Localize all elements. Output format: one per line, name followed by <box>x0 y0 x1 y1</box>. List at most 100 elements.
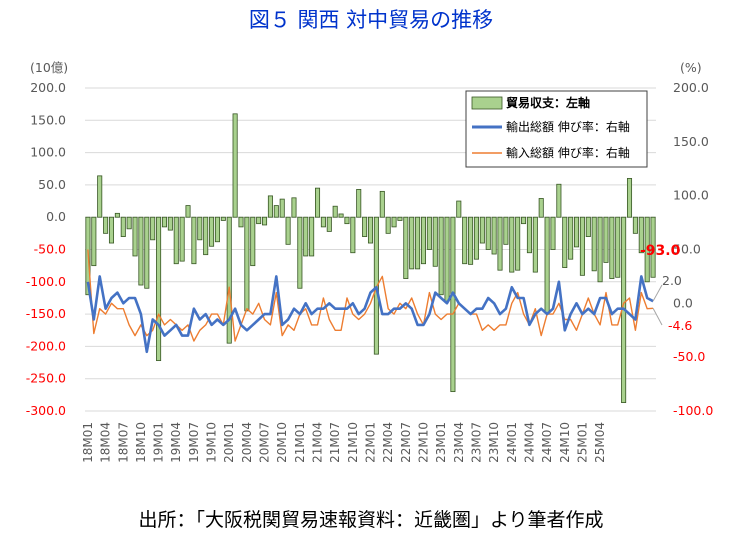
legend-swatch-bar <box>471 96 503 110</box>
trade-balance-bar <box>438 216 444 296</box>
x-tick-label: 18M10 <box>134 422 148 463</box>
right-tick-label: 200.0 <box>673 80 709 95</box>
trade-balance-bar <box>609 216 615 279</box>
trade-balance-bar <box>426 216 432 250</box>
trade-balance-bar <box>126 216 132 230</box>
x-tick-label: 22M01 <box>364 422 378 463</box>
trade-balance-bar <box>338 213 344 218</box>
trade-balance-bar <box>285 216 291 245</box>
x-tick-label: 21M10 <box>346 422 360 463</box>
x-tick-label: 21M01 <box>293 422 307 463</box>
trade-balance-bar <box>379 190 385 218</box>
trade-balance-bar <box>632 216 638 234</box>
trade-balance-bar <box>638 216 644 254</box>
trade-balance-bar <box>309 216 315 257</box>
trade-balance-bar <box>385 216 391 234</box>
trade-balance-bar <box>409 216 415 270</box>
source-note: 出所：「大阪税関貿易速報資料：近畿圏」より筆者作成 <box>138 509 604 531</box>
trade-balance-bar <box>267 195 273 218</box>
left-tick-label: -250.0 <box>26 371 66 386</box>
left-tick-label: -200.0 <box>26 338 66 353</box>
annotation-import-growth: -4.6 <box>668 318 692 333</box>
trade-balance-bar <box>226 216 232 344</box>
trade-balance-bar <box>532 216 538 273</box>
trade-balance-bar <box>650 216 656 278</box>
trade-balance-bar <box>220 216 226 221</box>
trade-balance-bar <box>114 212 120 218</box>
trade-balance-bar <box>615 216 621 278</box>
trade-balance-bar <box>150 216 156 241</box>
trade-balance-bar <box>344 216 350 225</box>
x-tick-label: 19M10 <box>205 422 219 463</box>
trade-balance-bar <box>144 216 150 289</box>
trade-balance-bar <box>185 205 191 218</box>
trade-balance-bar <box>350 216 356 254</box>
x-tick-label: 20M01 <box>222 422 236 463</box>
trade-balance-bar <box>250 216 256 267</box>
legend-label: 輸出総額 伸び率：右軸 <box>506 119 630 134</box>
annotation-trade-balance: -93.0 <box>640 243 681 259</box>
trade-balance-bar <box>191 216 197 265</box>
trade-balance-bar <box>108 216 115 244</box>
trade-balance-bar <box>515 216 521 271</box>
trade-balance-bar <box>473 216 479 260</box>
right-axis-unit: (%) <box>680 60 702 75</box>
x-tick-label: 18M01 <box>81 422 95 463</box>
trade-balance-bar <box>521 216 527 225</box>
trade-balance-bar <box>420 216 426 265</box>
trade-balance-bar <box>591 216 597 272</box>
trade-balance-bar <box>479 216 485 244</box>
trade-balance-bar <box>320 216 326 228</box>
x-tick-label: 20M04 <box>240 422 254 463</box>
left-tick-label: 150.0 <box>30 112 66 127</box>
trade-balance-bar <box>491 216 497 255</box>
left-tick-label: -150.0 <box>26 306 66 321</box>
trade-balance-bar <box>432 216 438 267</box>
trade-balance-bar <box>579 216 585 276</box>
trade-balance-bar <box>544 216 550 314</box>
chart-title: 図５ 関西 対中貿易の推移 <box>248 8 494 32</box>
trade-balance-bar <box>585 216 591 237</box>
annotation-export-growth: 2.0 <box>662 273 682 288</box>
trade-balance-bar <box>256 216 262 225</box>
left-tick-label: -300.0 <box>26 403 66 418</box>
left-axis-unit: (10億) <box>30 60 68 75</box>
right-tick-label: 150.0 <box>673 134 709 149</box>
legend-label: 貿易収支：左軸 <box>506 95 590 110</box>
trade-balance-bar <box>356 189 362 218</box>
chart: 200.0 150.0 100.0 50.0 0.0 -50.0 -100.0 -150.0 -… <box>26 60 714 463</box>
x-tick-label: 21M07 <box>328 422 342 463</box>
x-tick-label: 23M07 <box>469 422 483 463</box>
right-tick-label: 50.0 <box>673 242 701 257</box>
left-tick-label: -100.0 <box>26 274 66 289</box>
trade-balance-bar <box>97 175 103 218</box>
trade-balance-bar <box>367 216 374 244</box>
export-growth-line <box>86 275 654 354</box>
trade-balance-bar <box>450 216 456 393</box>
trade-balance-bar <box>574 216 580 248</box>
x-tick-label: 20M07 <box>258 422 272 463</box>
x-tick-label: 23M01 <box>434 422 448 463</box>
trade-balance-bar <box>209 216 215 247</box>
x-tick-label: 24M07 <box>540 422 554 463</box>
trade-balance-bar <box>138 216 144 286</box>
trade-balance-bar <box>603 216 609 263</box>
leader-line <box>652 284 663 302</box>
x-tick-label: 23M04 <box>452 422 466 463</box>
left-tick-label: 100.0 <box>30 145 66 160</box>
trade-balance-bar <box>509 216 515 273</box>
x-tick-label: 24M01 <box>505 422 519 463</box>
trade-balance-bar <box>444 216 450 302</box>
trade-balance-bar <box>156 216 162 362</box>
x-tick-label: 25M04 <box>593 422 607 463</box>
x-tick-label: 19M04 <box>169 422 183 463</box>
trade-balance-bar <box>273 205 279 218</box>
trade-balance-bar <box>403 216 409 279</box>
import-growth-line <box>87 249 654 342</box>
trade-balance-bar <box>556 183 562 218</box>
trade-balance-bar <box>332 205 338 218</box>
trade-balance-bar <box>497 216 503 271</box>
trade-balance-bar <box>326 216 332 232</box>
trade-balance-bar <box>173 216 179 265</box>
trade-balance-bar <box>120 216 126 237</box>
